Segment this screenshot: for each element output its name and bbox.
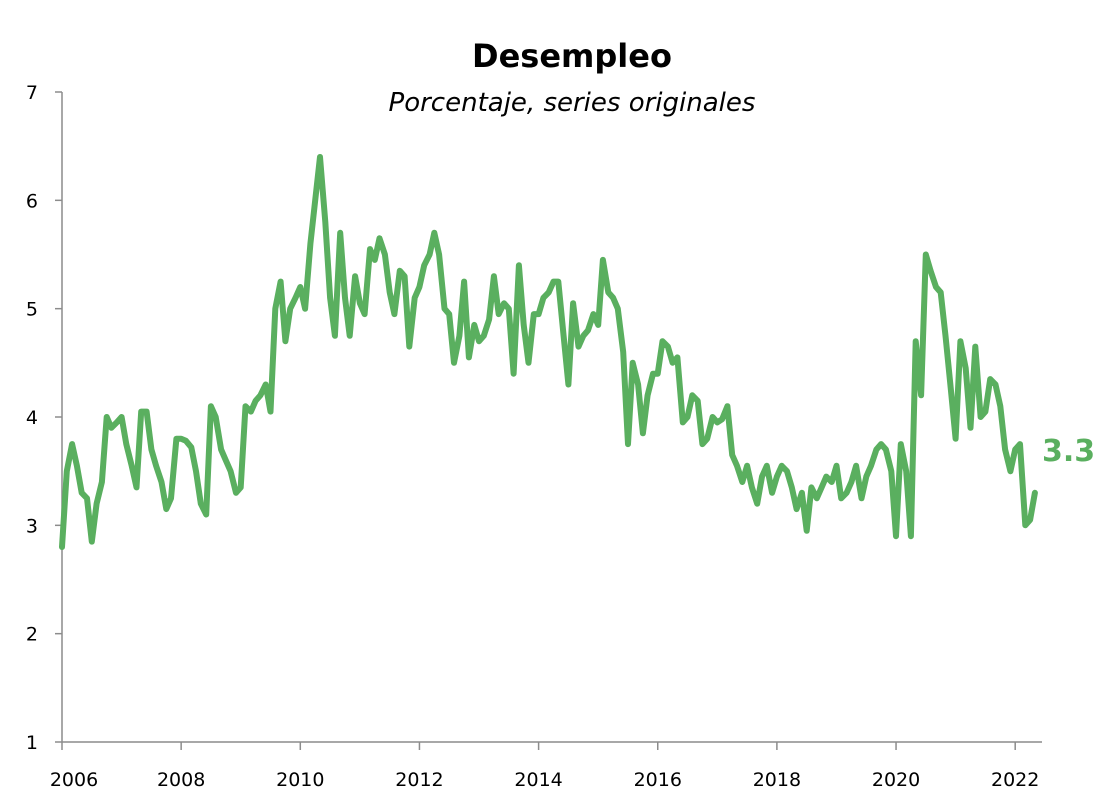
y-axis-ticks: 1 2 3 4 5 6 7 (26, 82, 62, 754)
x-tick-label: 2010 (276, 769, 324, 791)
unemployment-series-line (59, 154, 1038, 550)
y-tick-label: 6 (26, 190, 38, 212)
x-tick-label: 2018 (753, 769, 801, 791)
y-tick-label: 4 (26, 407, 38, 429)
y-tick-label: 5 (26, 299, 38, 321)
x-axis-ticks: 2006 2008 2010 2012 2014 2016 2018 2020 2022 (50, 742, 1039, 791)
y-tick-label: 2 (26, 624, 38, 646)
x-tick-label: 2012 (395, 769, 443, 791)
last-value-label: 3.3 (1042, 434, 1095, 469)
x-tick-label: 2022 (991, 769, 1039, 791)
chart-title: Desempleo (472, 37, 672, 75)
chart-subtitle: Porcentaje, series originales (389, 88, 756, 118)
y-tick-label: 7 (26, 82, 38, 104)
y-tick-label: 3 (26, 515, 38, 537)
x-tick-label: 2008 (157, 769, 205, 791)
x-tick-label: 2020 (872, 769, 920, 791)
x-tick-label: 2006 (50, 769, 98, 791)
x-tick-label: 2014 (514, 769, 562, 791)
y-tick-label: 1 (26, 732, 38, 754)
x-tick-label: 2016 (634, 769, 682, 791)
